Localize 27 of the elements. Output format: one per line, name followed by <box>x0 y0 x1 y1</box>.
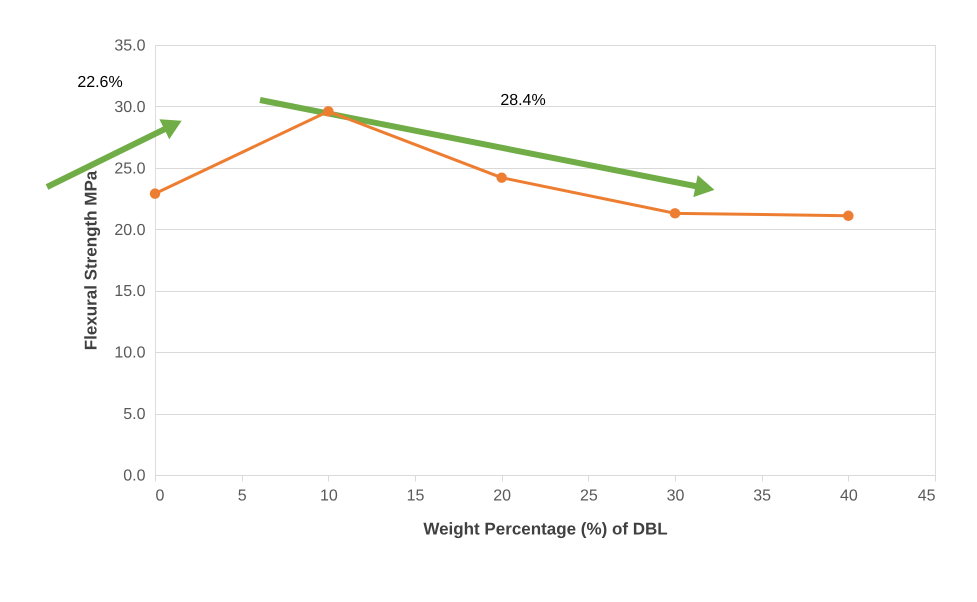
point <box>670 208 680 219</box>
y-tick-label: 5.0 <box>123 406 146 424</box>
x-tick-label: 15 <box>406 488 424 504</box>
point <box>323 106 334 117</box>
x-tick-label: 35 <box>753 488 772 504</box>
y-tick-label: 35.0 <box>114 38 146 54</box>
text: 22.6% <box>77 74 123 91</box>
x-tick-label: 10 <box>320 488 338 504</box>
y-tick-label: 0.0 <box>123 468 146 484</box>
x-tick-label: 0 <box>156 488 164 504</box>
x-tick-label: 45 <box>918 488 936 504</box>
x-axis-title: Weight Percentage (%) of DBL <box>423 520 668 538</box>
x-tick-label: 20 <box>493 488 512 504</box>
x-tick-label: 5 <box>238 488 247 504</box>
point <box>496 172 507 183</box>
y-tick-label: 10.0 <box>114 344 146 362</box>
y-tick-label: 20.0 <box>114 222 146 239</box>
y-axis-title: Flexural Strength MPa <box>81 170 100 350</box>
point <box>150 188 160 199</box>
x-tick-label: 25 <box>580 488 598 504</box>
x-tick-label: 40 <box>840 488 858 504</box>
y-tick-label: 25.0 <box>114 160 146 178</box>
y-tick-label: 30.0 <box>114 98 146 116</box>
y-tick-label: 15.0 <box>114 283 146 300</box>
x-tick-label: 30 <box>666 488 684 504</box>
point <box>843 210 854 222</box>
annotation: 28.4% <box>500 92 546 109</box>
